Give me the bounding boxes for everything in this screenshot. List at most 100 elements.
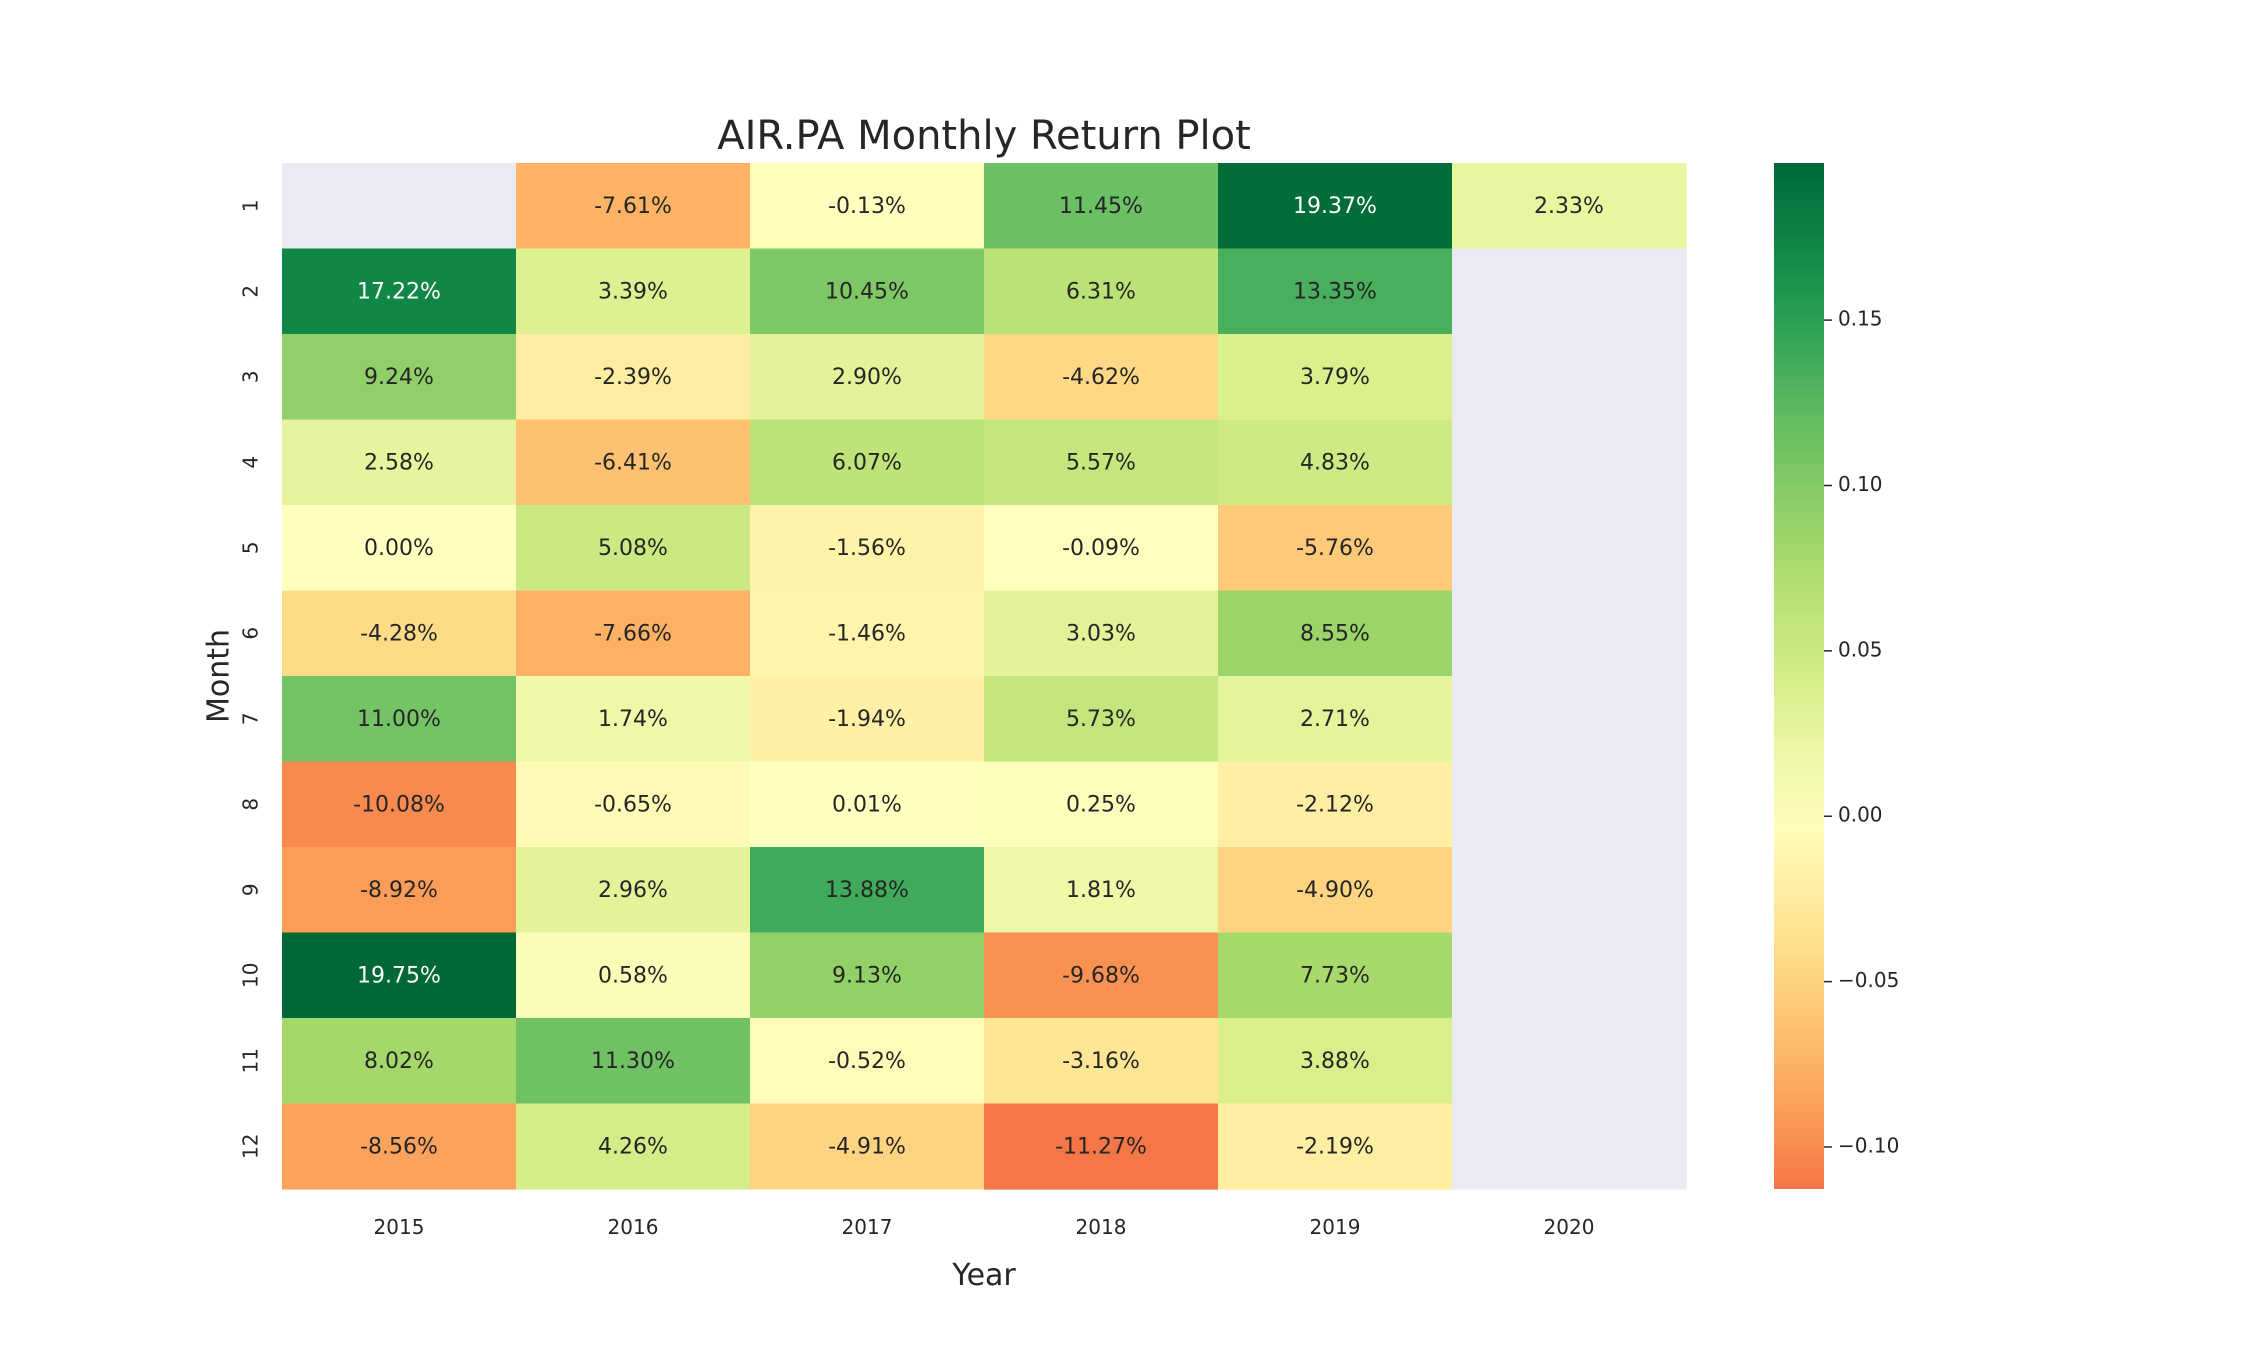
y-tick-label: 10	[239, 963, 263, 988]
y-tick-label: 7	[239, 712, 263, 725]
heatmap-cell-empty	[1452, 1103, 1687, 1190]
heatmap-cell	[984, 932, 1219, 1019]
heatmap-cell	[516, 590, 751, 677]
colorbar-tick-label: 0.10	[1838, 472, 1883, 496]
cell-annotation: 5.73%	[1066, 707, 1136, 732]
cell-annotation: 9.13%	[832, 963, 902, 988]
cell-annotation: -8.92%	[360, 878, 438, 903]
heatmap-cell-empty	[1452, 248, 1687, 335]
cell-annotation: 6.31%	[1066, 279, 1136, 304]
heatmap-cell-empty	[1452, 676, 1687, 763]
x-tick-label: 2018	[1076, 1215, 1127, 1239]
heatmap-cell	[1218, 761, 1453, 848]
x-tick-label: 2017	[842, 1215, 893, 1239]
heatmap-cell-empty	[1452, 590, 1687, 677]
heatmap-cell	[1218, 505, 1453, 592]
heatmap-cell	[516, 248, 751, 335]
heatmap-cell-empty	[1452, 847, 1687, 934]
heatmap-cell	[750, 590, 985, 677]
heatmap-cell-empty	[1452, 932, 1687, 1019]
heatmap-cell	[1452, 163, 1687, 250]
cell-annotation: -1.56%	[828, 536, 906, 561]
heatmap-cell-empty	[1452, 761, 1687, 848]
cell-annotation: 11.45%	[1059, 194, 1143, 219]
cell-annotation: 3.79%	[1300, 365, 1370, 390]
heatmap-cell	[282, 847, 517, 934]
cell-annotation: -9.68%	[1062, 963, 1140, 988]
cell-annotation: 0.00%	[364, 536, 434, 561]
y-tick-label: 3	[239, 370, 263, 383]
heatmap-cell	[516, 847, 751, 934]
cell-annotation: 3.39%	[598, 279, 668, 304]
cell-annotation: -10.08%	[353, 792, 445, 817]
heatmap-cell	[516, 334, 751, 421]
cell-annotation: -0.52%	[828, 1049, 906, 1074]
heatmap-cell	[282, 932, 517, 1019]
cell-annotation: -2.39%	[594, 365, 672, 390]
heatmap-cell-empty	[1452, 1018, 1687, 1105]
x-tick-label: 2019	[1310, 1215, 1361, 1239]
colorbar	[1774, 163, 1824, 1189]
heatmap-cell	[984, 761, 1219, 848]
cell-annotation: 8.55%	[1300, 621, 1370, 646]
cell-annotation: 13.88%	[825, 878, 909, 903]
cell-annotation: -3.16%	[1062, 1049, 1140, 1074]
y-tick-label: 6	[239, 627, 263, 640]
y-tick-label: 12	[239, 1134, 263, 1159]
cell-annotation: 4.26%	[598, 1134, 668, 1159]
cell-annotation: 9.24%	[364, 365, 434, 390]
heatmap-cell	[984, 847, 1219, 934]
cell-annotation: 10.45%	[825, 279, 909, 304]
cell-annotation: 3.88%	[1300, 1049, 1370, 1074]
heatmap-cell	[282, 1103, 517, 1190]
heatmap-cell-empty	[1452, 505, 1687, 592]
cell-annotation: -5.76%	[1296, 536, 1374, 561]
cell-annotation: -6.41%	[594, 450, 672, 475]
heatmap-cell	[1218, 847, 1453, 934]
heatmap-cell	[282, 419, 517, 506]
heatmap-cell	[984, 505, 1219, 592]
cell-annotation: -2.19%	[1296, 1134, 1374, 1159]
heatmap-cell	[516, 505, 751, 592]
cell-annotation: 11.30%	[591, 1049, 675, 1074]
cell-annotation: 0.25%	[1066, 792, 1136, 817]
heatmap-cell	[1218, 590, 1453, 677]
x-axis-label: Year	[951, 1258, 1016, 1293]
x-tick-label: 2016	[608, 1215, 659, 1239]
y-tick-label: 9	[239, 883, 263, 896]
heatmap-cell	[984, 1018, 1219, 1105]
heatmap-cell-empty	[1452, 334, 1687, 421]
heatmap-cell	[516, 163, 751, 250]
cell-annotation: -4.28%	[360, 621, 438, 646]
heatmap-cell	[984, 334, 1219, 421]
y-tick-label: 11	[239, 1048, 263, 1073]
chart-title: AIR.PA Monthly Return Plot	[717, 113, 1251, 159]
heatmap-cell	[984, 419, 1219, 506]
y-tick-label: 2	[239, 285, 263, 298]
colorbar-tick-label: 0.05	[1838, 637, 1883, 661]
cell-annotation: -8.56%	[360, 1134, 438, 1159]
cell-annotation: -1.46%	[828, 621, 906, 646]
cell-annotation: -4.91%	[828, 1134, 906, 1159]
heatmap-cell	[984, 590, 1219, 677]
heatmap-cell	[1218, 419, 1453, 506]
heatmap-cell	[516, 1103, 751, 1190]
heatmap-cell	[1218, 163, 1453, 250]
y-tick-label: 8	[239, 798, 263, 811]
heatmap-cell	[750, 676, 985, 763]
heatmap-cell	[282, 505, 517, 592]
heatmap-cell	[1218, 676, 1453, 763]
x-tick-label: 2020	[1544, 1215, 1595, 1239]
cell-annotation: -11.27%	[1055, 1134, 1147, 1159]
cell-annotation: 13.35%	[1293, 279, 1377, 304]
heatmap-cell	[282, 590, 517, 677]
heatmap-cell	[1218, 334, 1453, 421]
heatmap-cell	[1218, 248, 1453, 335]
heatmap-cell	[750, 505, 985, 592]
cell-annotation: 17.22%	[357, 279, 441, 304]
heatmap-cell	[750, 761, 985, 848]
heatmap-cell	[750, 1018, 985, 1105]
heatmap-cell	[750, 334, 985, 421]
cell-annotation: 19.37%	[1293, 194, 1377, 219]
